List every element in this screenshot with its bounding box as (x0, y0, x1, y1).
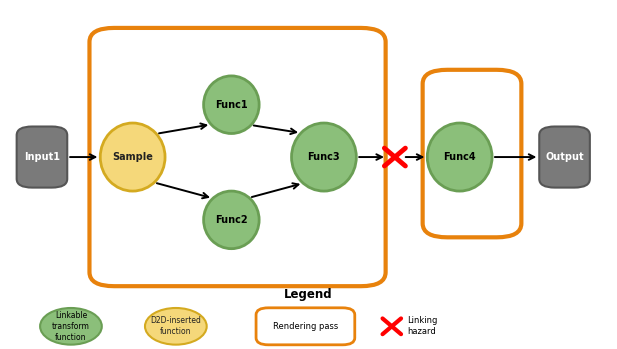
FancyBboxPatch shape (539, 126, 590, 188)
Text: Func2: Func2 (215, 215, 247, 225)
Ellipse shape (204, 191, 259, 248)
Ellipse shape (204, 76, 259, 134)
Ellipse shape (427, 123, 492, 191)
Text: Func3: Func3 (308, 152, 340, 162)
FancyBboxPatch shape (17, 126, 67, 188)
Text: Linking
hazard: Linking hazard (407, 316, 437, 336)
Ellipse shape (100, 123, 165, 191)
Ellipse shape (40, 308, 102, 345)
FancyBboxPatch shape (256, 308, 355, 345)
Text: D2D-inserted
function: D2D-inserted function (151, 316, 201, 336)
Text: Linkable
transform
function: Linkable transform function (52, 311, 90, 342)
Text: Output: Output (545, 152, 584, 162)
Text: Sample: Sample (112, 152, 153, 162)
Ellipse shape (145, 308, 207, 345)
Text: Rendering pass: Rendering pass (273, 322, 338, 331)
FancyBboxPatch shape (89, 28, 386, 286)
FancyBboxPatch shape (423, 70, 521, 237)
Text: Input1: Input1 (24, 152, 60, 162)
Text: Func1: Func1 (215, 100, 247, 110)
Text: Func4: Func4 (444, 152, 476, 162)
Text: Legend: Legend (284, 288, 333, 302)
Ellipse shape (292, 123, 357, 191)
